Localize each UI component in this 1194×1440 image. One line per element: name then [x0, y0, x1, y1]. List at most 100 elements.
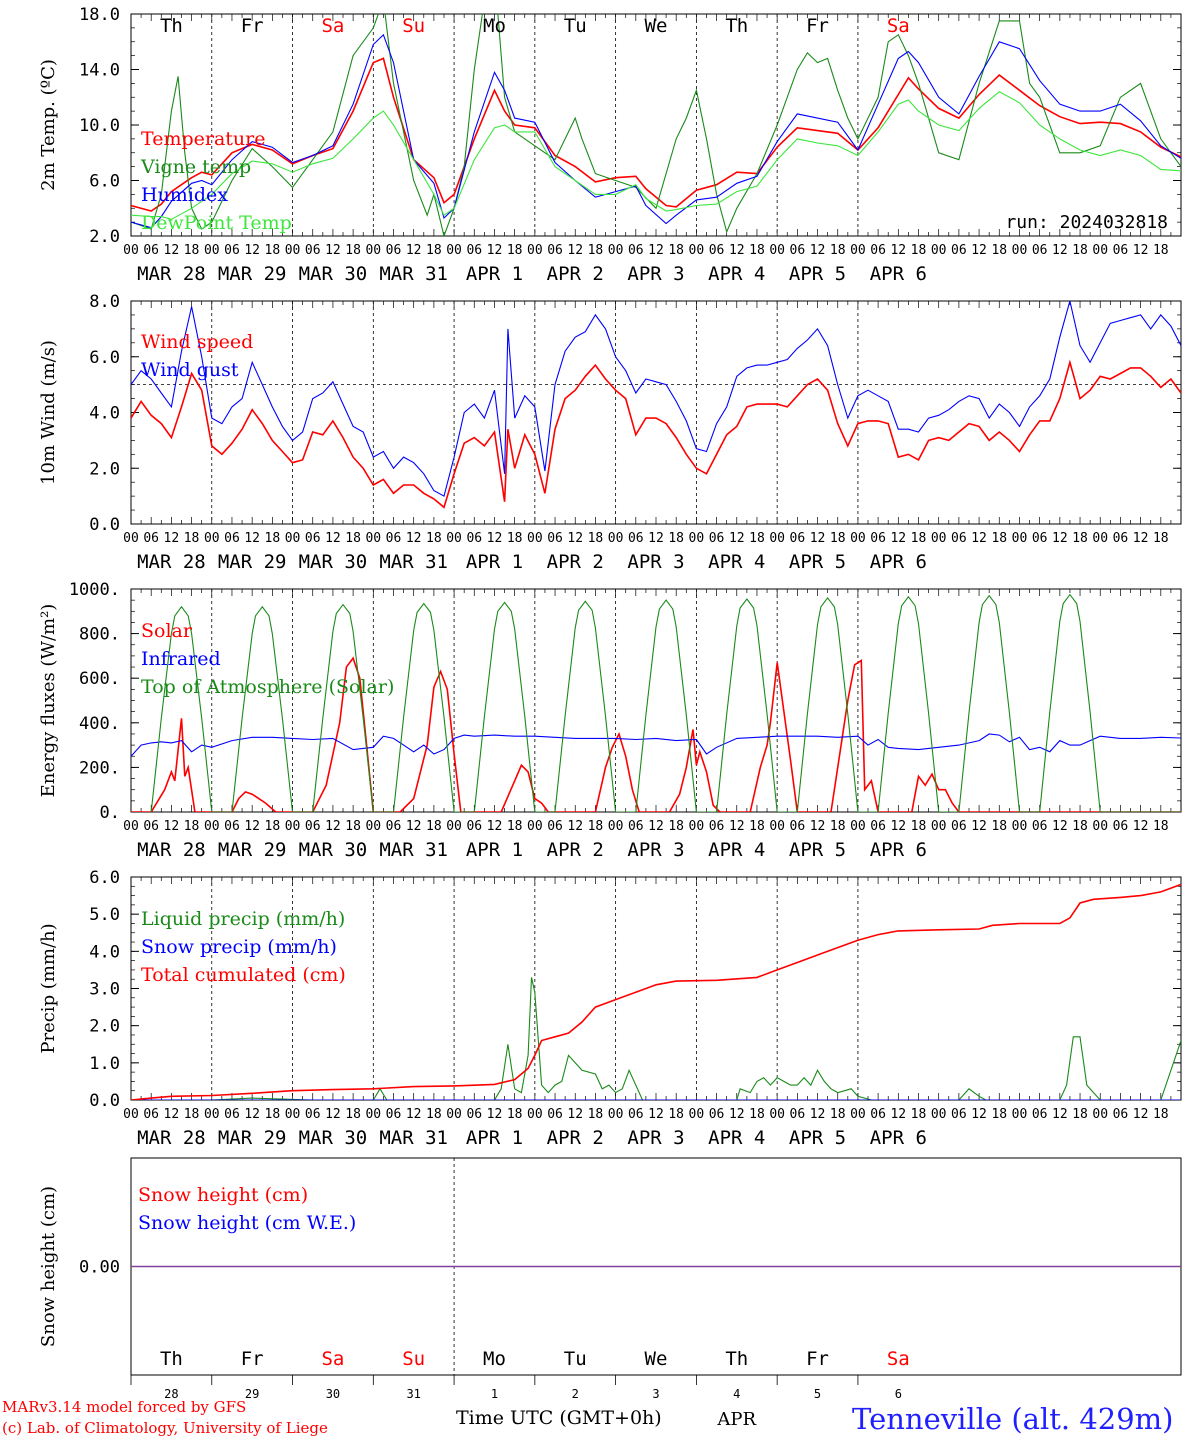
day-of-week: Sa	[887, 15, 910, 37]
hour-label: 06	[466, 531, 482, 546]
hour-label: 06	[1032, 531, 1048, 546]
hour-label: 06	[628, 243, 644, 258]
hour-label: 12	[244, 1107, 260, 1122]
hour-label: 06	[143, 1107, 159, 1122]
hour-label: 12	[1133, 531, 1149, 546]
legend-entry: Infrared	[141, 648, 221, 670]
hour-label: 18	[426, 1107, 442, 1122]
panel-3: 00 06 12 18 00 06 12 18 00 06 12 18 00 06 12 18 00 06 12 18…	[38, 580, 1182, 861]
hour-label: 06	[709, 1107, 725, 1122]
hour-label: 18	[588, 819, 604, 834]
hour-label: 00	[123, 531, 139, 546]
hour-label: 12	[648, 531, 664, 546]
date-label: APR 5	[789, 551, 846, 573]
hour-label: 06	[547, 1107, 563, 1122]
y-axis-title: Energy fluxes (W/m²)	[38, 604, 59, 798]
hour-label: 18	[911, 531, 927, 546]
day-of-week: Su	[402, 1348, 425, 1370]
hour-label: 12	[487, 1107, 503, 1122]
hour-label: 12	[729, 1107, 745, 1122]
hour-label: 18	[507, 243, 523, 258]
date-label: APR 6	[870, 551, 927, 573]
hour-label: 06	[143, 531, 159, 546]
station-name: Tenneville (alt. 429m)	[852, 1402, 1174, 1436]
legend-entry: Solar	[141, 620, 193, 642]
series-line	[131, 733, 1181, 757]
day-number: 2	[572, 1387, 579, 1401]
hour-label: 18	[265, 531, 281, 546]
day-number: 3	[652, 1387, 659, 1401]
hour-label: 12	[810, 531, 826, 546]
date-label: APR 2	[547, 1127, 604, 1149]
date-label: APR 3	[627, 1127, 684, 1149]
hour-label: 00	[365, 531, 381, 546]
y-tick-label: 2.0	[89, 459, 120, 479]
panel-4: 00 06 12 18 00 06 12 18 00 06 12 18 00 06 12 18 00 06 12 18…	[38, 868, 1182, 1149]
hour-label: 00	[285, 243, 301, 258]
hour-label: 12	[406, 1107, 422, 1122]
legend-entry: Top of Atmosphere (Solar)	[141, 676, 394, 698]
legend-entry: Snow height (cm W.E.)	[138, 1212, 356, 1234]
hour-label: 00	[1012, 243, 1028, 258]
hour-label: 00	[285, 531, 301, 546]
hour-label: 12	[164, 243, 180, 258]
hour-label: 12	[1052, 1107, 1068, 1122]
hour-label: 06	[628, 531, 644, 546]
hour-label: 00	[1092, 1107, 1108, 1122]
hour-label: 06	[1032, 243, 1048, 258]
hour-label: 00	[285, 1107, 301, 1122]
day-of-week: Su	[402, 15, 425, 37]
hour-label: 00	[1012, 531, 1028, 546]
hour-label: 18	[1072, 819, 1088, 834]
day-number: 5	[814, 1387, 821, 1401]
day-of-week: Th	[160, 1348, 183, 1370]
day-number: 6	[895, 1387, 902, 1401]
plot-frame	[130, 300, 1182, 525]
hour-label: 06	[790, 531, 806, 546]
day-of-week: Th	[725, 15, 748, 37]
y-axis-title: Snow height (cm)	[38, 1186, 59, 1347]
hour-label: 00	[285, 819, 301, 834]
hour-label: 18	[1153, 1107, 1169, 1122]
hour-label: 06	[547, 243, 563, 258]
date-label: APR 1	[466, 551, 523, 573]
hour-label: 12	[971, 819, 987, 834]
legend-entry: Humidex	[141, 184, 228, 206]
hour-label: 00	[689, 1107, 705, 1122]
hour-label: 18	[507, 819, 523, 834]
hour-label: 06	[386, 1107, 402, 1122]
day-number: 1	[491, 1387, 498, 1401]
hour-label: 18	[345, 531, 361, 546]
hour-label: 18	[911, 243, 927, 258]
hour-label: 18	[749, 243, 765, 258]
hour-label: 18	[184, 1107, 200, 1122]
date-label: APR 3	[627, 551, 684, 573]
date-label: APR 1	[466, 1127, 523, 1149]
legend-entry: Snow height (cm)	[138, 1184, 308, 1206]
hour-label: 06	[870, 819, 886, 834]
hour-label: 12	[729, 531, 745, 546]
hour-label: 00	[365, 243, 381, 258]
date-label: APR 2	[547, 839, 604, 861]
hour-label: 12	[164, 819, 180, 834]
hour-label: 18	[830, 531, 846, 546]
hour-label: 06	[790, 819, 806, 834]
date-label: APR 4	[708, 839, 765, 861]
hour-label: 12	[567, 531, 583, 546]
date-label: MAR 29	[218, 839, 287, 861]
date-label: MAR 30	[299, 263, 368, 285]
hour-label: 06	[951, 819, 967, 834]
date-label: APR 5	[789, 839, 846, 861]
hour-label: 12	[890, 243, 906, 258]
hour-label: 18	[991, 819, 1007, 834]
hour-label: 00	[931, 243, 947, 258]
hour-label: 00	[689, 819, 705, 834]
legend-entry: Wind gust	[141, 359, 239, 381]
hour-label: 18	[668, 819, 684, 834]
series-line	[131, 301, 1181, 497]
day-of-week: Fr	[241, 1348, 264, 1370]
y-tick-label: 18.0	[79, 5, 120, 25]
day-of-week: We	[645, 1348, 668, 1370]
hour-label: 12	[567, 1107, 583, 1122]
y-tick-label: 4.0	[89, 942, 120, 962]
